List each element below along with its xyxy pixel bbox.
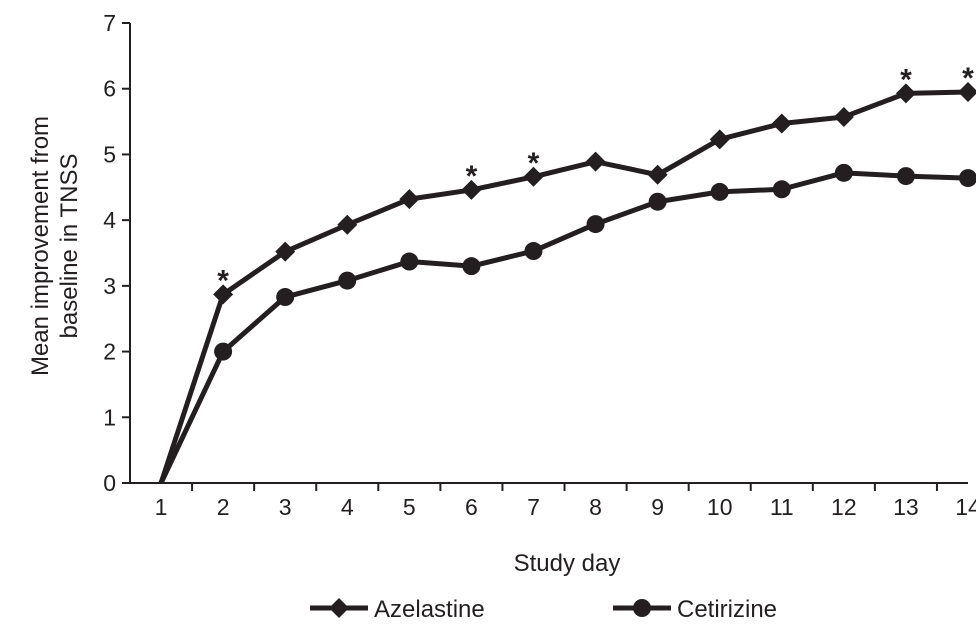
y-tick-label: 5 xyxy=(103,141,116,167)
legend-label: Cetirizine xyxy=(677,596,777,623)
legend-item-azelastine: Azelastine xyxy=(310,596,485,623)
cetirizine-point xyxy=(772,180,791,199)
significance-marker: * xyxy=(466,160,478,193)
y-tick-label: 6 xyxy=(103,76,116,102)
significance-marker: * xyxy=(528,147,540,180)
y-tick-label: 1 xyxy=(103,404,116,430)
azelastine-point xyxy=(647,164,668,185)
legend-marker xyxy=(329,598,349,618)
azelastine-point xyxy=(585,151,606,172)
cetirizine-point xyxy=(214,342,233,361)
y-tick-label: 2 xyxy=(103,339,116,365)
cetirizine-point xyxy=(710,182,729,201)
series-azelastine xyxy=(158,82,976,484)
azelastine-point xyxy=(709,129,730,150)
x-tick-label: 7 xyxy=(527,494,540,520)
significance-marker: * xyxy=(962,62,974,95)
azelastine-point xyxy=(399,189,420,210)
cetirizine-point xyxy=(834,163,853,182)
legend-marker xyxy=(633,599,651,617)
x-tick-label: 4 xyxy=(341,494,354,520)
x-tick-label: 9 xyxy=(651,494,664,520)
y-tick-label: 7 xyxy=(103,10,116,36)
legend-label: Azelastine xyxy=(374,596,485,623)
y-axis-title-line: Mean improvement from xyxy=(27,116,54,376)
x-tick-label: 14 xyxy=(955,494,976,520)
x-tick-label: 2 xyxy=(217,494,230,520)
x-tick-label: 1 xyxy=(155,494,168,520)
x-tick-label: 10 xyxy=(707,494,733,520)
legend: Azelastine Cetirizine xyxy=(310,596,777,623)
significance-marker: * xyxy=(217,264,229,297)
x-axis-title: Study day xyxy=(514,550,621,577)
azelastine-point xyxy=(461,179,482,200)
y-axis-title-text: Mean improvement frombaseline in TNSS xyxy=(27,116,83,376)
azelastine-line xyxy=(158,89,969,484)
x-tick-label: 13 xyxy=(893,494,919,520)
x-tick-label: 3 xyxy=(279,494,292,520)
azelastine-point xyxy=(833,106,854,127)
series-layer xyxy=(158,82,976,485)
cetirizine-point xyxy=(400,252,419,271)
cetirizine-point xyxy=(896,167,915,186)
azelastine-point xyxy=(337,214,358,235)
x-tick-label: 6 xyxy=(465,494,478,520)
azelastine-point xyxy=(275,241,296,262)
annotations: * * * * * xyxy=(217,62,974,297)
series-cetirizine xyxy=(158,163,976,485)
cetirizine-point xyxy=(462,257,481,276)
significance-marker: * xyxy=(900,63,912,96)
cetirizine-point xyxy=(959,169,976,188)
cetirizine-point xyxy=(276,288,295,307)
azelastine-point xyxy=(895,83,916,104)
x-tick-label: 8 xyxy=(589,494,602,520)
cetirizine-point xyxy=(648,192,667,211)
azelastine-point xyxy=(523,166,544,187)
azelastine-point xyxy=(213,284,234,305)
x-tick-label: 11 xyxy=(770,494,794,520)
y-tick-label: 4 xyxy=(103,207,116,233)
cetirizine-point xyxy=(338,271,357,290)
x-tick-label: 12 xyxy=(831,494,857,520)
y-tick-label: 0 xyxy=(103,470,116,496)
y-axis-title: Mean improvement frombaseline in TNSS xyxy=(27,116,83,376)
legend-item-cetirizine: Cetirizine xyxy=(613,596,777,623)
y-axis-title-line: baseline in TNSS xyxy=(56,154,83,339)
cetirizine-point xyxy=(524,242,543,261)
x-tick-label: 5 xyxy=(403,494,416,520)
y-tick-label: 3 xyxy=(103,273,116,299)
cetirizine-point xyxy=(586,215,605,234)
azelastine-point xyxy=(771,113,792,134)
cetirizine-line xyxy=(158,170,969,485)
azelastine-point xyxy=(958,82,976,102)
